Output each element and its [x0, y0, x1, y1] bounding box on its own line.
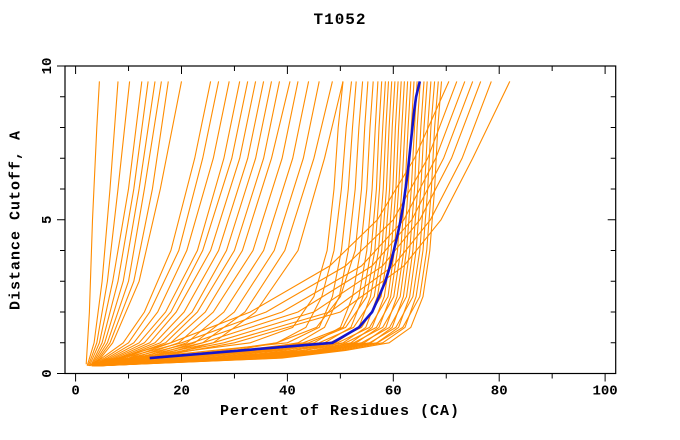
model-curve [96, 81, 412, 367]
model-curve [93, 81, 265, 367]
model-curve [92, 81, 458, 365]
y-axis-label: Distance Cutoff, A [7, 129, 25, 311]
x-tick-label: 0 [71, 384, 79, 400]
model-curve [92, 81, 249, 367]
model-curve [93, 81, 466, 365]
model-curve [97, 81, 511, 365]
chart-title: T1052 [313, 11, 367, 29]
model-curve [96, 81, 405, 367]
model-curve [98, 81, 320, 367]
model-curve [98, 81, 436, 367]
model-curve [93, 81, 257, 367]
model-curve [88, 81, 212, 367]
model-curve [95, 81, 183, 365]
model-curve [91, 81, 149, 365]
model-curve [91, 81, 241, 367]
x-tick-label: 60 [385, 384, 402, 400]
highlight-curve [149, 81, 422, 360]
model-curve [96, 81, 299, 367]
model-curve [91, 81, 230, 367]
x-tick-label: 100 [593, 384, 618, 400]
y-tick-label: 10 [40, 58, 56, 75]
model-curve [94, 81, 169, 365]
model-curve [87, 81, 131, 366]
model-curve [96, 81, 492, 365]
x-tick-label: 20 [173, 384, 190, 400]
model-curve [93, 81, 162, 365]
x-axis-label: Percent of Residues (CA) [219, 403, 461, 420]
model-curve [96, 81, 415, 367]
model-curve [89, 81, 220, 367]
model-curve [95, 81, 393, 367]
model-curve [92, 81, 156, 365]
model-curve [85, 81, 100, 365]
model-curve [92, 81, 357, 367]
model-curve [86, 81, 119, 366]
x-tick-label: 80 [491, 384, 508, 400]
model-curve [99, 81, 333, 367]
model-curve [97, 81, 425, 367]
model-curve [95, 81, 482, 365]
model-curve [93, 81, 374, 367]
x-tick-label: 40 [279, 384, 296, 400]
model-curve [95, 81, 396, 367]
model-curve [98, 81, 432, 367]
model-curve [88, 81, 143, 367]
model-curve [95, 81, 281, 367]
model-curve [97, 81, 418, 367]
model-curve [98, 81, 439, 367]
y-tick-label: 0 [40, 369, 56, 377]
model-curve [94, 81, 474, 365]
y-tick-label: 5 [40, 216, 56, 224]
